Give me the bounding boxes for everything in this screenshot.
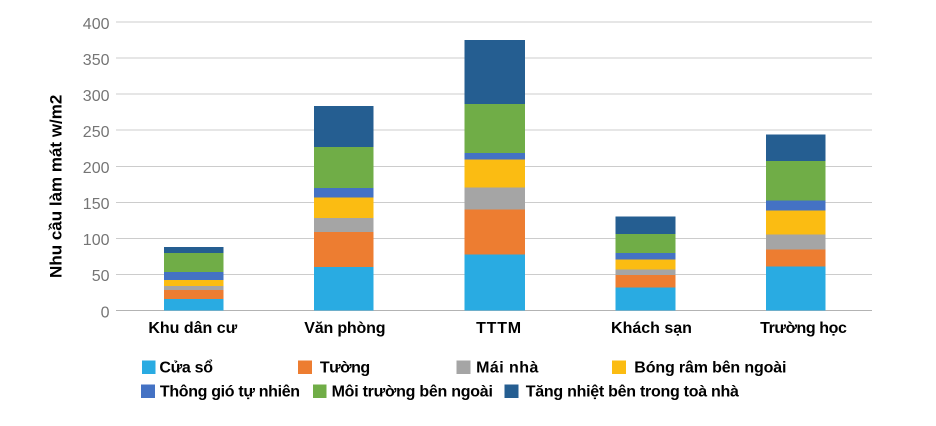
svg-text:Trường học: Trường học	[760, 320, 847, 337]
svg-text:250: 250	[83, 124, 110, 141]
svg-text:Môi trường bên ngoài: Môi trường bên ngoài	[332, 383, 493, 400]
svg-text:Cửa sổ: Cửa sổ	[159, 359, 213, 377]
svg-text:350: 350	[83, 52, 110, 69]
svg-text:0: 0	[101, 304, 110, 321]
svg-text:Bóng râm bên ngoài: Bóng râm bên ngoài	[634, 360, 786, 377]
svg-text:Văn phòng: Văn phòng	[304, 320, 385, 337]
svg-text:Khách sạn: Khách sạn	[611, 320, 692, 337]
svg-text:50: 50	[92, 268, 110, 285]
svg-text:200: 200	[83, 160, 110, 177]
svg-text:150: 150	[83, 196, 110, 213]
svg-text:Thông gió tự nhiên: Thông gió tự nhiên	[160, 383, 300, 400]
svg-text:Mái nhà: Mái nhà	[476, 360, 539, 377]
svg-text:400: 400	[83, 16, 110, 33]
svg-text:Tăng nhiệt bên trong toà nhà: Tăng nhiệt bên trong toà nhà	[526, 383, 739, 400]
svg-text:100: 100	[83, 232, 110, 249]
svg-text:TTTM: TTTM	[476, 320, 522, 337]
svg-text:Nhu cầu làm mát w/m2: Nhu cầu làm mát w/m2	[47, 95, 66, 278]
svg-text:Tường: Tường	[320, 360, 370, 377]
svg-text:Khu dân cư: Khu dân cư	[148, 320, 237, 337]
svg-text:300: 300	[83, 88, 110, 105]
